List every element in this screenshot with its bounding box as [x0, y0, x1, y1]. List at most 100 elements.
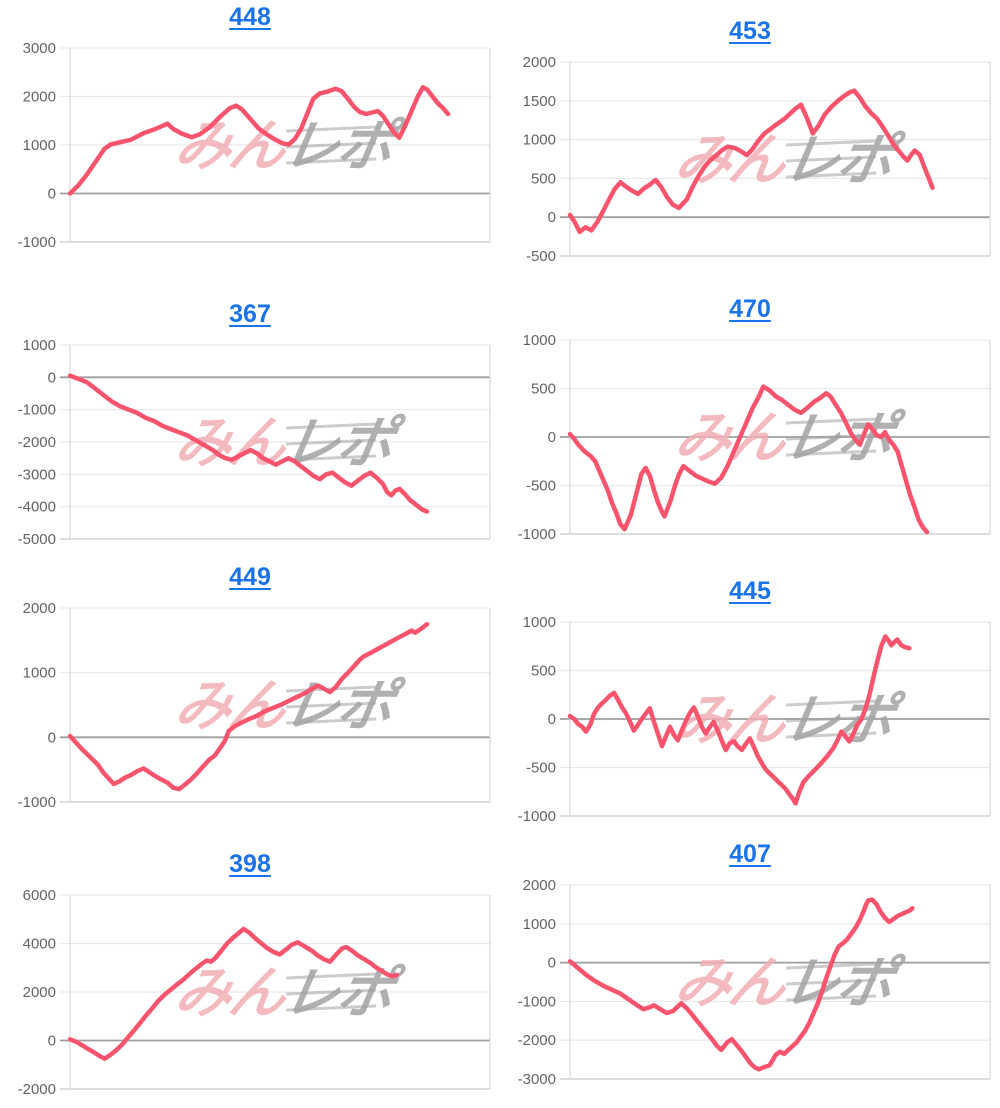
chart-card: 448 3000 2000 1000 0 -1000 みんレポ: [0, 0, 500, 275]
y-tick-label: 0: [48, 1033, 56, 1050]
y-tick-label: -2000: [18, 434, 56, 451]
y-tick-label: -1000: [18, 794, 56, 811]
watermark-speed-line: [286, 454, 377, 462]
chart-title-row: 398: [0, 825, 500, 883]
watermark-speed-line: [786, 449, 877, 457]
y-tick-label: -1000: [518, 808, 556, 825]
y-tick-label: 4000: [23, 936, 56, 953]
y-tick-label: 2000: [23, 89, 56, 106]
y-tick-label: 1000: [523, 332, 556, 349]
chart-title-link[interactable]: 448: [229, 3, 271, 31]
y-tick-label: 1000: [523, 916, 556, 933]
chart-title-link[interactable]: 449: [229, 563, 271, 591]
y-tick-label: 1000: [523, 132, 556, 149]
y-tick-label: -3000: [518, 1071, 556, 1088]
watermark: みんレポ: [670, 406, 908, 471]
chart-title-link[interactable]: 398: [229, 850, 271, 878]
y-tick-label: -2000: [18, 1081, 56, 1098]
watermark-speed-line: [286, 438, 377, 446]
watermark-speed-line: [286, 141, 377, 149]
y-tick-label: 3000: [23, 40, 56, 57]
watermark-speed-line: [286, 701, 377, 709]
chart-card: 445 1000 500 0 -500 -1000 みんレポ: [500, 550, 1000, 825]
chart-title-row: 445: [500, 550, 1000, 610]
series-line: [567, 384, 930, 535]
watermark-speed-line: [286, 422, 377, 430]
y-tick-label: 1000: [523, 614, 556, 631]
y-tick-label: -1000: [518, 993, 556, 1010]
series-line: [67, 373, 430, 514]
y-tick-label: 1000: [23, 337, 56, 354]
watermark-speed-line: [286, 988, 377, 996]
chart-title-link[interactable]: 445: [729, 577, 771, 605]
series-line: [67, 621, 430, 792]
chart-title-row: 407: [500, 825, 1000, 873]
y-tick-label: -500: [526, 478, 556, 495]
chart-title-link[interactable]: 367: [229, 300, 271, 328]
y-tick-label: 2000: [23, 600, 56, 617]
chart-title-link[interactable]: 470: [729, 295, 771, 323]
y-tick-label: -5000: [18, 531, 56, 548]
chart-card: 398 6000 4000 2000 0 -2000 みんレポ: [0, 825, 500, 1100]
y-tick-label: 500: [531, 663, 556, 680]
y-tick-label: 0: [548, 429, 556, 446]
y-tick-label: 1000: [23, 665, 56, 682]
series-line: [567, 88, 935, 235]
chart-title-row: 448: [0, 0, 500, 36]
series-line: [567, 634, 912, 806]
y-tick-label: 2000: [523, 877, 556, 894]
watermark-speed-line: [786, 171, 877, 179]
chart-card: 449 2000 1000 0 -1000 みんレポ: [0, 550, 500, 825]
y-tick-label: 0: [48, 186, 56, 203]
watermark-speed-line: [286, 717, 377, 725]
y-tick-label: 0: [48, 369, 56, 386]
chart-card: 453 2000 1500 1000 500 0 -500 みんレポ: [500, 0, 1000, 275]
y-tick-label: 1500: [523, 93, 556, 110]
y-tick-label: 500: [531, 381, 556, 398]
watermark-speed-line: [786, 417, 877, 425]
series-line: [567, 897, 915, 1072]
y-tick-label: -1000: [518, 526, 556, 543]
chart-card: 367 1000 0 -1000 -2000 -3000 -4000 -5000 みんレポ: [0, 275, 500, 550]
chart-title-row: 453: [500, 0, 1000, 50]
chart-title-link[interactable]: 407: [729, 840, 771, 868]
y-tick-label: 500: [531, 170, 556, 187]
watermark-speed-line: [786, 731, 877, 739]
watermark-speed-line: [786, 699, 877, 707]
chart-title-row: 449: [0, 550, 500, 596]
chart-title-row: 367: [0, 275, 500, 333]
y-tick-label: 2000: [523, 54, 556, 71]
y-tick-label: -2000: [518, 1032, 556, 1049]
watermark-speed-line: [286, 1004, 377, 1012]
y-tick-label: -1000: [18, 234, 56, 251]
y-tick-label: -500: [526, 248, 556, 265]
y-tick-label: -500: [526, 760, 556, 777]
y-tick-label: 0: [548, 955, 556, 972]
y-tick-label: 1000: [23, 137, 56, 154]
chart-card: 470 1000 500 0 -500 -1000 みんレポ: [500, 275, 1000, 550]
chart-title-link[interactable]: 453: [729, 17, 771, 45]
watermark-speed-line: [786, 994, 877, 1002]
watermark-speed-line: [286, 157, 377, 165]
y-tick-label: -1000: [18, 402, 56, 419]
chart-canvas: 1000 500 0 -500 -1000 みんレポ: [518, 332, 991, 543]
chart-canvas: 2000 1000 0 -1000 みんレポ: [18, 600, 491, 811]
watermark-speed-line: [786, 155, 877, 163]
y-tick-label: 0: [548, 711, 556, 728]
watermark-speed-line: [286, 972, 377, 980]
y-tick-label: 0: [48, 729, 56, 746]
chart-card: 407 2000 1000 0 -1000 -2000 -3000 みんレポ: [500, 825, 1000, 1100]
watermark-speed-line: [786, 978, 877, 986]
y-tick-label: 6000: [23, 887, 56, 904]
series-line: [67, 926, 400, 1061]
series-line: [67, 85, 451, 196]
chart-title-row: 470: [500, 275, 1000, 328]
y-tick-label: -4000: [18, 499, 56, 516]
